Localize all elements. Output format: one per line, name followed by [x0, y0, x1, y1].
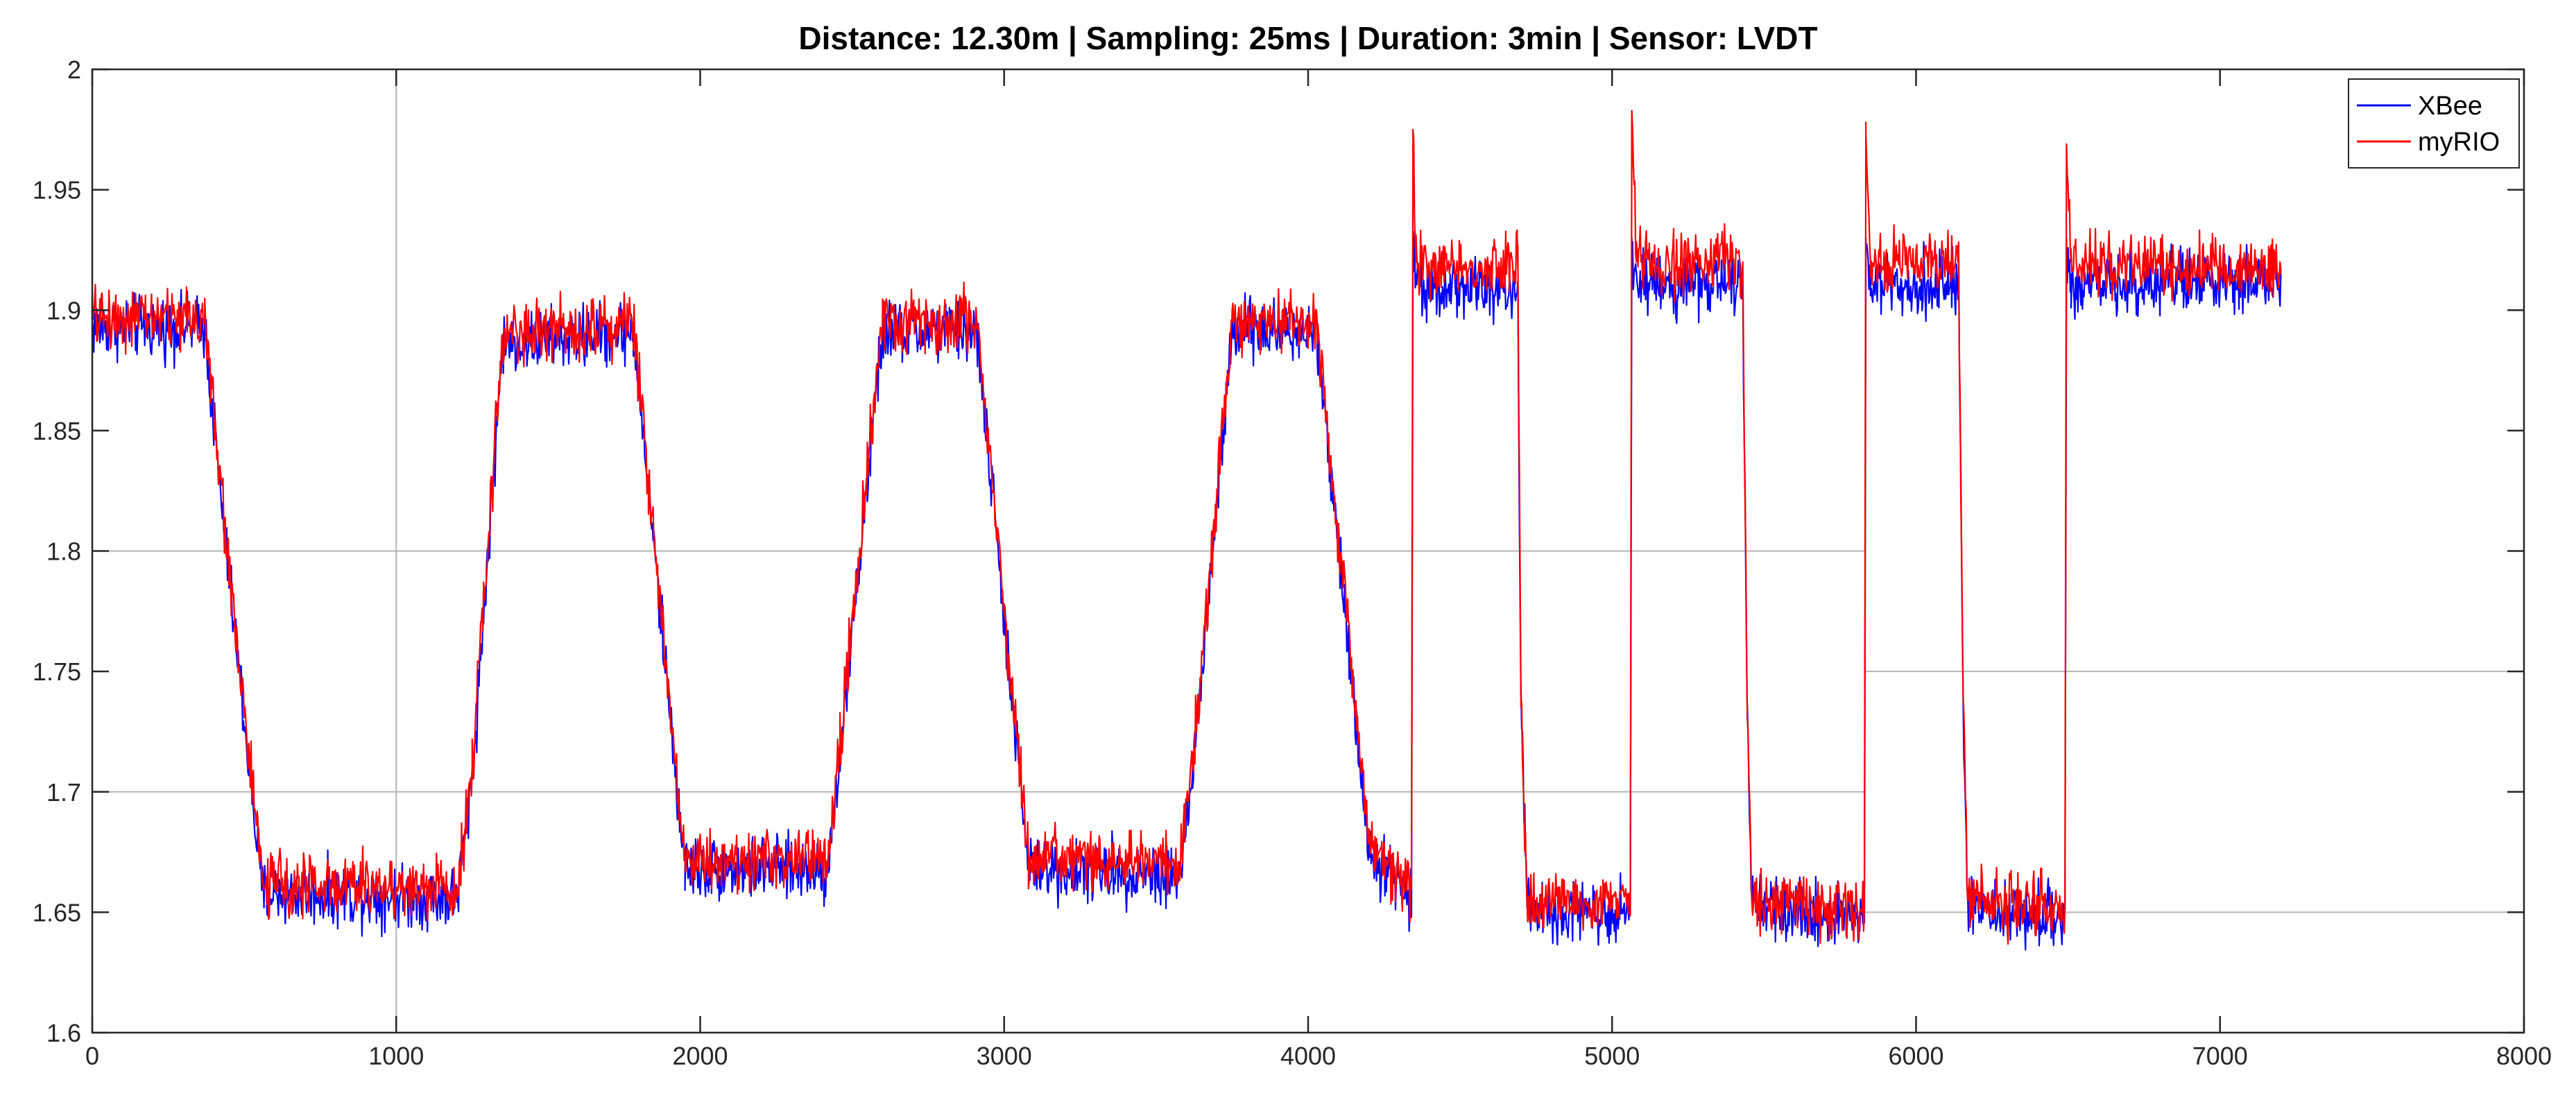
legend-box — [2348, 78, 2520, 169]
series-line-myrio — [91, 110, 2282, 945]
y-tick-label: 1.7 — [46, 778, 81, 807]
y-tick-label: 1.75 — [33, 657, 81, 686]
y-tick-label: 1.65 — [33, 898, 81, 927]
y-tick-label: 1.85 — [33, 417, 81, 445]
x-tick-label: 0 — [85, 1042, 99, 1070]
chart-title: Distance: 12.30m | Sampling: 25ms | Dura… — [798, 20, 1818, 56]
y-tick-label: 2 — [67, 55, 81, 84]
y-tick-label: 1.6 — [46, 1019, 81, 1047]
y-tick-label: 1.9 — [46, 296, 81, 325]
x-tick-label: 8000 — [2496, 1042, 2552, 1070]
x-tick-label: 2000 — [672, 1042, 728, 1070]
x-tick-label: 6000 — [1888, 1042, 1943, 1070]
x-tick-label: 1000 — [368, 1042, 424, 1070]
legend-label-myrio: myRIO — [2418, 128, 2500, 157]
legend-label-xbee: XBee — [2418, 92, 2482, 121]
series-line-xbee — [91, 230, 2282, 951]
x-tick-label: 7000 — [2192, 1042, 2248, 1070]
x-tick-label: 4000 — [1280, 1042, 1336, 1070]
y-tick-label: 1.95 — [33, 176, 81, 205]
x-tick-label: 5000 — [1584, 1042, 1640, 1070]
x-tick-label: 3000 — [977, 1042, 1032, 1070]
y-tick-label: 1.8 — [46, 537, 81, 566]
